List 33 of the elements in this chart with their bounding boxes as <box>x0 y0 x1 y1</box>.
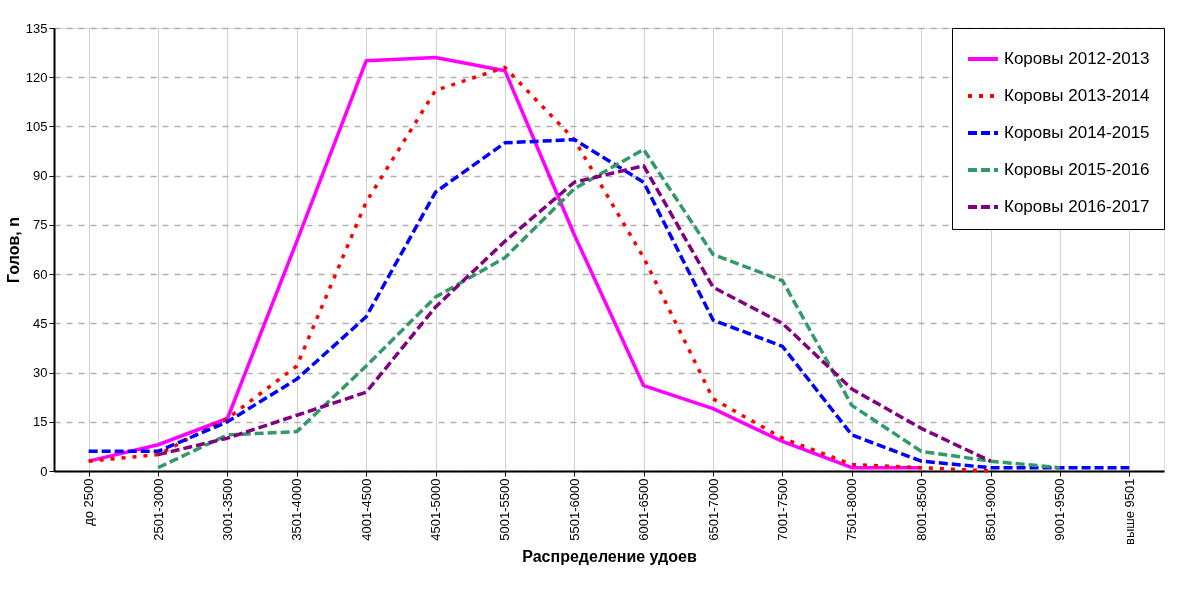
y-tick-label: 30 <box>33 365 48 381</box>
x-tick-label: 5501-6000 <box>566 478 582 541</box>
x-tick-label: 2501-3000 <box>150 478 166 541</box>
x-tick-label: 7001-7500 <box>774 478 790 541</box>
legend-label: Коровы 2012-2013 <box>1004 49 1150 68</box>
y-tick-label: 105 <box>25 118 48 134</box>
y-tick-label: 75 <box>33 217 48 233</box>
x-tick-label: 3501-4000 <box>289 478 305 541</box>
legend-label: Коровы 2013-2014 <box>1004 86 1150 105</box>
y-tick-label: 135 <box>25 20 48 36</box>
x-tick-label: 4001-4500 <box>358 478 374 541</box>
x-tick-label: 8501-9000 <box>983 478 999 541</box>
y-tick-label: 15 <box>33 414 48 430</box>
x-axis-title: Распределение удоев <box>522 547 697 565</box>
y-tick-label: 120 <box>25 69 48 85</box>
y-tick-label: 45 <box>33 315 48 331</box>
x-tick-label: выше 9501 <box>1121 478 1137 545</box>
y-tick-label: 0 <box>40 463 48 479</box>
x-tick-label: 8001-8500 <box>913 478 929 541</box>
y-tick-label: 60 <box>33 266 48 282</box>
x-tick-label: 6001-6500 <box>636 478 652 541</box>
x-tick-label: до 2500 <box>81 478 97 526</box>
x-tick-label: 7501-8000 <box>844 478 860 541</box>
x-tick-label: 5001-5500 <box>497 478 513 541</box>
legend-label: Коровы 2015-2016 <box>1004 160 1150 179</box>
legend-label: Коровы 2014-2015 <box>1004 123 1150 142</box>
x-tick-label: 3001-3500 <box>219 478 235 541</box>
y-tick-label: 90 <box>33 168 48 184</box>
y-axis-title: Голов, n <box>4 217 22 283</box>
x-tick-label: 4501-5000 <box>428 478 444 541</box>
x-tick-label: 9001-9500 <box>1052 478 1068 541</box>
legend-label: Коровы 2016-2017 <box>1004 197 1150 216</box>
x-tick-label: 6501-7000 <box>705 478 721 541</box>
